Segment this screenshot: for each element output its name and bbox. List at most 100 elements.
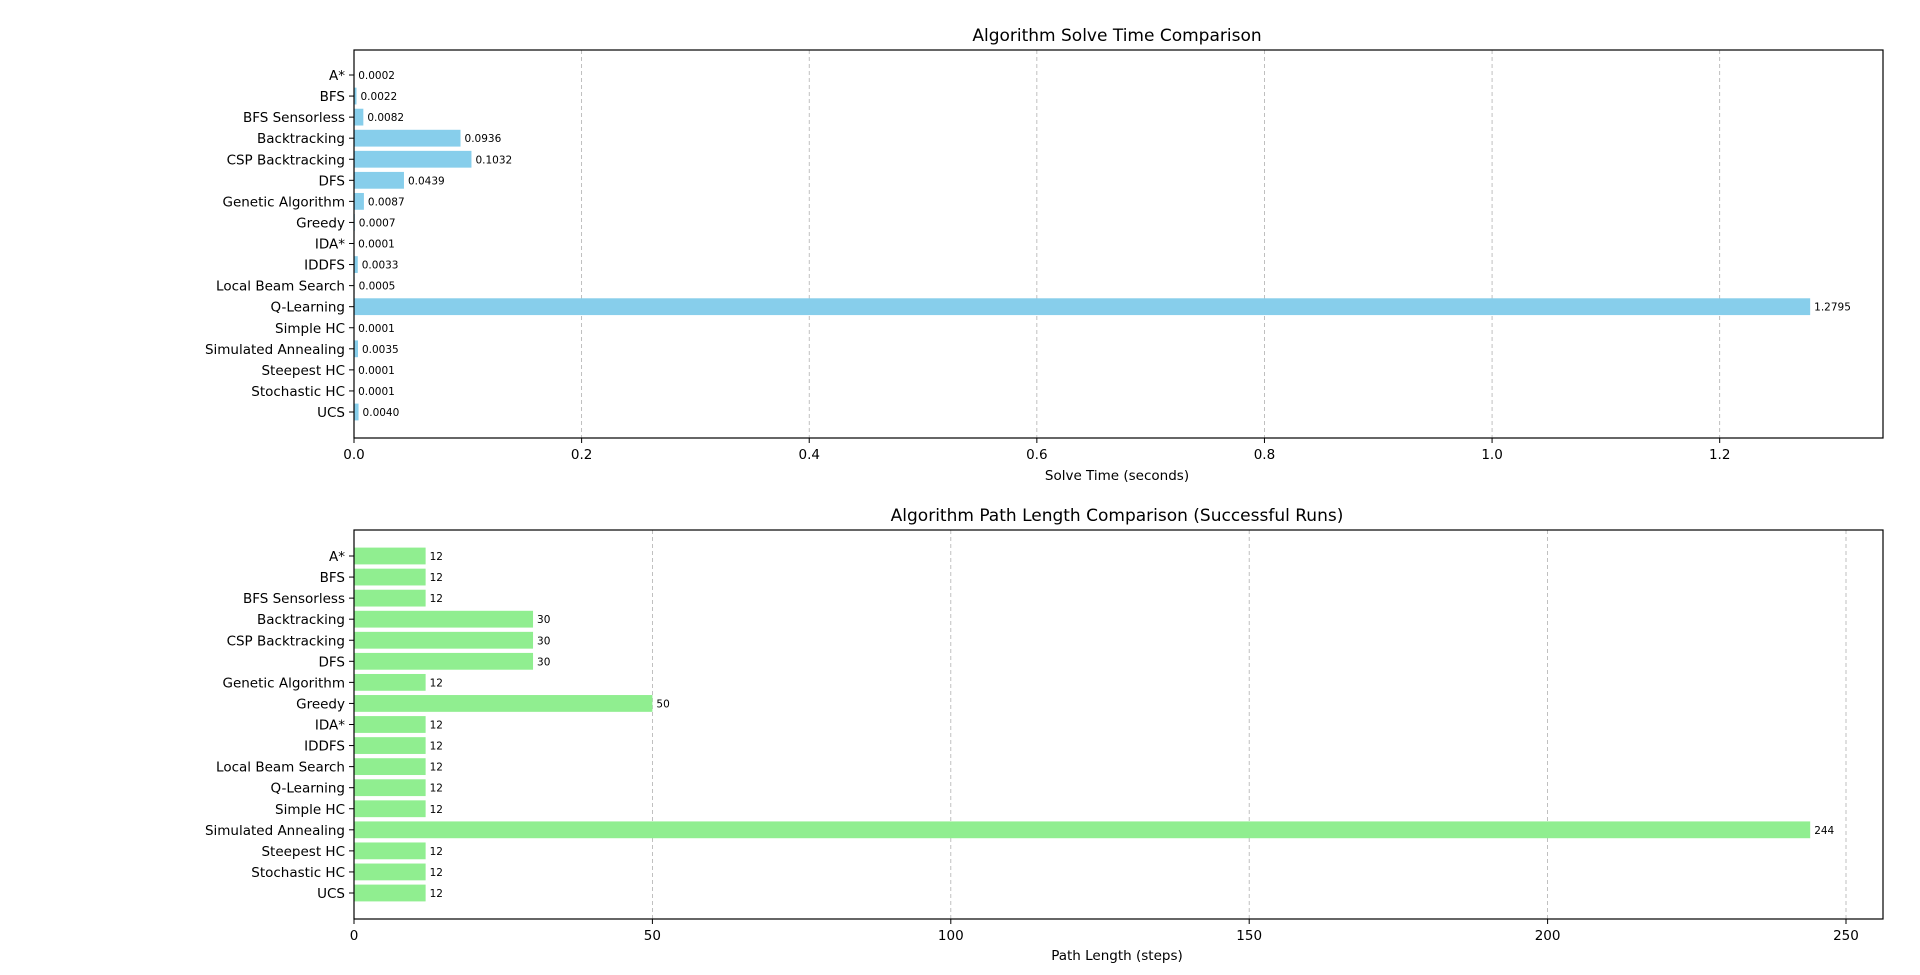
bar <box>354 87 357 105</box>
y-tick-label: Steepest HC <box>261 844 345 860</box>
bar <box>354 821 1811 839</box>
y-tick-label: Steepest HC <box>261 363 345 379</box>
value-label: 0.0439 <box>408 175 445 187</box>
bars <box>354 66 1811 421</box>
y-tick-label: Genetic Algorithm <box>222 675 345 691</box>
x-axis: 0 50 100 150 200 250 <box>350 919 1859 944</box>
x-axis-label: Solve Time (seconds) <box>1045 468 1189 484</box>
bar <box>354 884 426 902</box>
bar <box>354 695 653 712</box>
value-label: 12 <box>430 593 443 605</box>
bars <box>354 547 1811 902</box>
value-label: 12 <box>430 867 443 879</box>
value-label: 0.0035 <box>362 344 399 356</box>
value-label: 12 <box>430 888 443 900</box>
value-label: 0.0001 <box>358 365 395 377</box>
y-tick-label: Simple HC <box>275 321 345 337</box>
y-tick-label: Greedy <box>296 215 345 231</box>
value-label: 12 <box>430 572 443 584</box>
y-tick-label: BFS Sensorless <box>243 591 345 607</box>
y-tick-label: IDA* <box>315 718 345 734</box>
y-tick-label: IDDFS <box>304 258 345 274</box>
bar <box>354 298 1811 316</box>
bar <box>354 652 534 670</box>
value-label: 0.1032 <box>475 154 512 166</box>
y-tick-label: Genetic Algorithm <box>222 194 345 210</box>
value-labels: 12 12 12 30 30 30 12 50 12 12 12 12 12 244 12 12 12 <box>430 551 1835 900</box>
y-tick-label: A* <box>329 68 345 84</box>
value-label: 50 <box>656 698 669 710</box>
value-label: 12 <box>430 762 443 774</box>
value-label: 0.0936 <box>465 133 502 145</box>
y-tick-label: CSP Backtracking <box>227 152 345 168</box>
bar <box>354 589 426 607</box>
bar <box>354 673 426 691</box>
x-gridlines <box>581 50 1721 438</box>
value-label: 0.0001 <box>358 239 395 251</box>
y-tick-label: UCS <box>317 405 345 421</box>
value-label: 12 <box>430 783 443 795</box>
chart-path-length: Algorithm Path Length Comparison (Succes… <box>205 506 1884 964</box>
value-label: 30 <box>537 635 550 647</box>
value-label: 12 <box>430 720 443 732</box>
x-tick-label: 200 <box>1535 928 1561 944</box>
x-tick-label: 0.2 <box>571 447 592 463</box>
y-tick-label: Local Beam Search <box>216 760 345 776</box>
x-tick-label: 0 <box>350 928 359 944</box>
y-tick-label: Stochastic HC <box>251 865 345 881</box>
x-tick-label: 0.0 <box>343 447 364 463</box>
chart-title: Algorithm Solve Time Comparison <box>972 26 1261 46</box>
bar <box>354 842 426 860</box>
y-tick-label: DFS <box>319 654 346 670</box>
value-labels: 0.00020.00220.00820.09360.10320.04390.00… <box>358 70 1851 419</box>
bar <box>354 631 534 649</box>
bar <box>354 758 426 776</box>
bar <box>354 737 426 754</box>
value-label: 0.0001 <box>358 386 395 398</box>
x-tick-label: 150 <box>1236 928 1262 944</box>
y-tick-label: A* <box>329 549 345 565</box>
x-tick-label: 0.6 <box>1026 447 1047 463</box>
bar <box>354 863 426 881</box>
bar <box>354 108 364 126</box>
x-tick-label: 100 <box>938 928 964 944</box>
value-label: 0.0087 <box>368 196 405 208</box>
value-label: 0.0001 <box>358 323 395 335</box>
value-label: 0.0040 <box>363 407 400 419</box>
value-label: 0.0002 <box>358 70 395 82</box>
value-label: 244 <box>1814 825 1834 837</box>
x-tick-label: 250 <box>1833 928 1859 944</box>
bar <box>354 610 534 628</box>
y-tick-label: IDA* <box>315 237 345 253</box>
chart-solve-time: Algorithm Solve Time Comparison 0.0002 0.… <box>205 26 1884 484</box>
value-label: 12 <box>430 677 443 689</box>
bar <box>354 340 358 358</box>
value-label: 12 <box>430 804 443 816</box>
x-axis: 0.0 0.2 0.4 0.6 0.8 1.0 1.2 <box>343 438 1730 463</box>
y-axis: A* BFS BFS Sensorless Backtracking CSP Backt… <box>205 549 354 902</box>
bar <box>354 779 426 797</box>
value-label: 30 <box>537 614 550 626</box>
x-tick-label: 0.4 <box>798 447 819 463</box>
bar <box>354 547 426 565</box>
y-tick-label: Q-Learning <box>271 300 345 316</box>
plot-frame <box>353 529 1884 920</box>
value-label: 12 <box>430 551 443 563</box>
y-tick-label: DFS <box>319 173 346 189</box>
bar <box>354 129 461 147</box>
y-tick-label: Simulated Annealing <box>205 342 345 358</box>
y-tick-label: BFS Sensorless <box>243 110 345 126</box>
y-tick-label: BFS <box>320 570 345 586</box>
value-label: 0.0005 <box>359 281 396 293</box>
y-tick-label: Greedy <box>296 696 345 712</box>
plot-frame <box>353 49 1884 439</box>
x-gridlines <box>651 530 1847 919</box>
y-tick-label: BFS <box>320 89 345 105</box>
chart-title: Algorithm Path Length Comparison (Succes… <box>891 506 1344 526</box>
y-tick-label: IDDFS <box>304 739 345 755</box>
value-label: 30 <box>537 656 550 668</box>
y-tick-label: UCS <box>317 886 345 902</box>
x-tick-label: 50 <box>644 928 661 944</box>
bar <box>354 716 426 733</box>
